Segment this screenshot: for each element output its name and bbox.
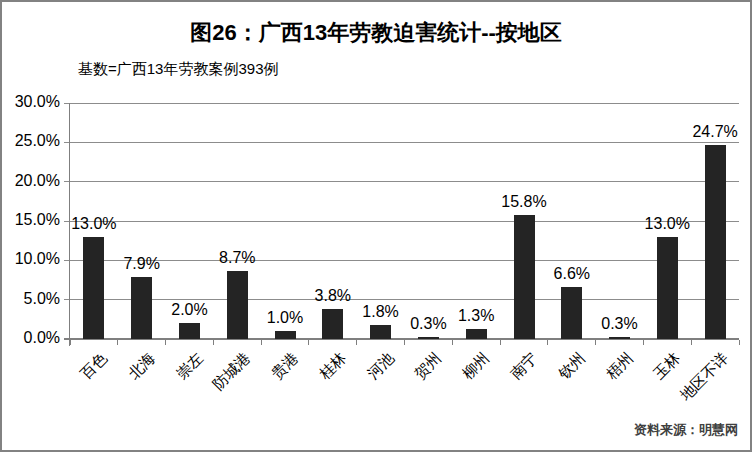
axis-tick — [643, 340, 644, 345]
bar-value-label: 1.8% — [357, 303, 405, 321]
ytick-label: 15.0% — [0, 211, 60, 229]
bar-value-label: 7.9% — [118, 255, 166, 273]
axis-tick — [595, 340, 596, 345]
chart-title: 图26：广西13年劳教迫害统计--按地区 — [2, 18, 750, 48]
ytick-label: 30.0% — [0, 93, 60, 111]
bar — [466, 329, 487, 339]
axis-tick — [547, 340, 548, 345]
axis-tick — [213, 340, 214, 345]
bar — [657, 237, 678, 339]
axis-tick — [356, 340, 357, 345]
bar — [275, 331, 296, 339]
ytick-label: 5.0% — [0, 290, 60, 308]
bar — [514, 215, 535, 339]
gridline — [64, 221, 739, 222]
axis-tick — [691, 340, 692, 345]
bar — [705, 145, 726, 339]
bar — [131, 277, 152, 339]
bar — [561, 287, 582, 339]
ytick-label: 0.0% — [0, 329, 60, 347]
bar-value-label: 24.7% — [691, 123, 739, 141]
plot-area: 0.0%5.0%10.0%15.0%20.0%25.0%30.0%13.0%百色… — [70, 103, 739, 339]
axis-tick — [261, 340, 262, 345]
ytick-label: 20.0% — [0, 172, 60, 190]
axis-tick — [739, 340, 740, 345]
bar-value-label: 6.6% — [548, 265, 596, 283]
gridline — [64, 103, 739, 104]
axis-tick — [404, 340, 405, 345]
bar — [83, 237, 104, 339]
bar-value-label: 8.7% — [213, 249, 261, 267]
axis-tick — [165, 340, 166, 345]
bar — [322, 309, 343, 339]
bar — [418, 337, 439, 339]
bar-value-label: 13.0% — [643, 215, 691, 233]
chart-frame: 图26：广西13年劳教迫害统计--按地区 基数=广西13年劳教案例393例 0.… — [0, 0, 752, 452]
ytick-label: 25.0% — [0, 132, 60, 150]
bar — [609, 337, 630, 339]
gridline — [64, 181, 739, 182]
axis-tick — [70, 340, 71, 345]
axis-tick — [308, 340, 309, 345]
bar — [179, 323, 200, 339]
bar — [370, 325, 391, 339]
bar-value-label: 2.0% — [166, 301, 214, 319]
ytick-label: 10.0% — [0, 250, 60, 268]
axis-tick — [117, 340, 118, 345]
bar-value-label: 1.3% — [452, 307, 500, 325]
bar-value-label: 0.3% — [405, 315, 453, 333]
chart-subtitle: 基数=广西13年劳教案例393例 — [78, 60, 278, 79]
bar-value-label: 15.8% — [500, 193, 548, 211]
bar-value-label: 1.0% — [261, 309, 309, 327]
axis-tick — [452, 340, 453, 345]
gridline — [64, 299, 739, 300]
bar-value-label: 3.8% — [309, 287, 357, 305]
bar-value-label: 0.3% — [596, 315, 644, 333]
gridline — [64, 142, 739, 143]
bar-value-label: 13.0% — [70, 215, 118, 233]
axis-tick — [500, 340, 501, 345]
bar — [227, 271, 248, 339]
source-note: 资料来源：明慧网 — [634, 421, 738, 439]
